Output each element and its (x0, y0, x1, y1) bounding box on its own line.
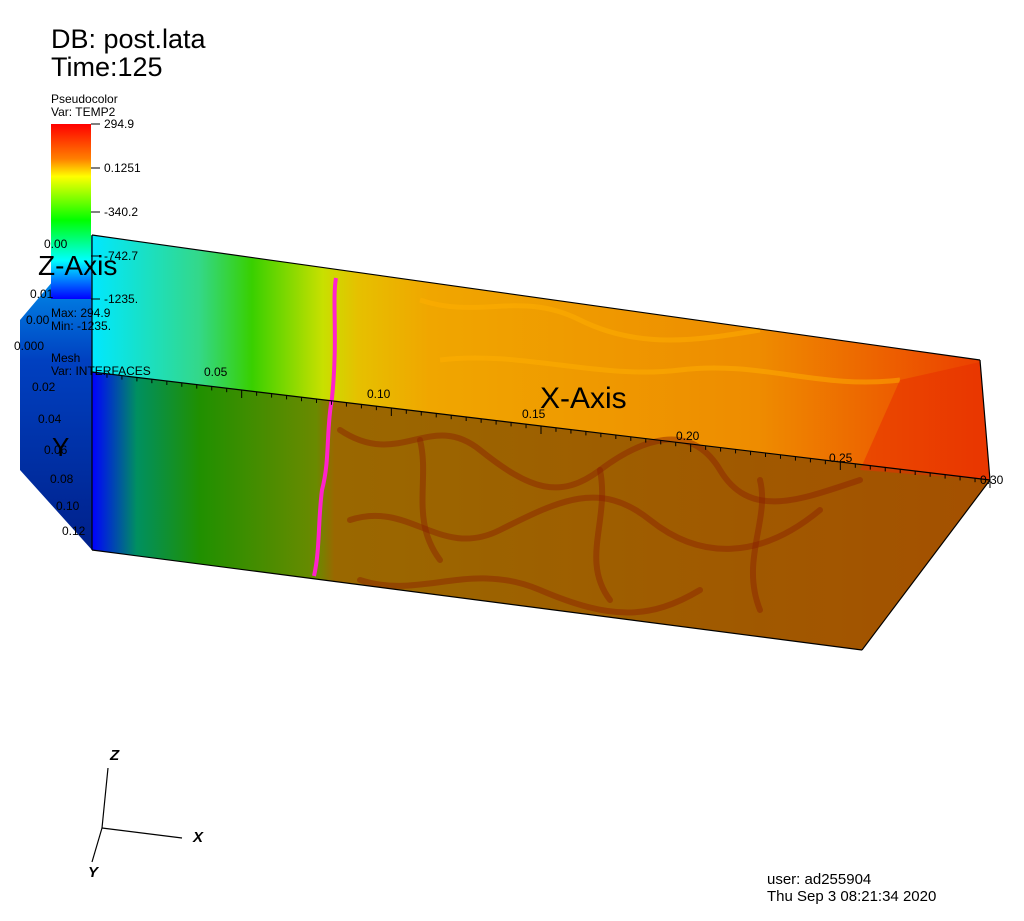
triad-y-label: Y (88, 864, 99, 881)
x-tick-label: 0.30 (980, 473, 1004, 487)
legend-tick-label: -1235. (104, 292, 139, 306)
y-tick-label: 0.02 (32, 380, 56, 394)
x-tick-label: 0.05 (204, 365, 228, 379)
x-axis-title: X-Axis (540, 382, 627, 415)
hot-region (860, 362, 990, 480)
z-tick-label: 0.00 (26, 313, 50, 327)
legend-variable: Var: TEMP2 (51, 105, 116, 119)
box-top-face (92, 235, 990, 480)
mesh-legend-var: Var: INTERFACES (51, 364, 151, 378)
top-texture (419, 297, 901, 385)
y-tick-label: 0.08 (50, 472, 74, 486)
legend-tick-label: -340.2 (104, 205, 139, 219)
date-label: Thu Sep 3 08:21:34 2020 (767, 888, 937, 905)
interface-line (312, 277, 338, 577)
y-axis-title: Y (52, 432, 70, 462)
y-tick-label: 0.12 (62, 524, 86, 538)
box-front-face (92, 372, 990, 650)
legend-max-label: Max: 294.9 (51, 306, 111, 320)
legend-ticks (91, 123, 100, 300)
box-left-face (20, 235, 92, 550)
z-axis-title: Z-Axis (38, 250, 118, 281)
y-tick-label: 0.10 (56, 499, 80, 513)
legend-tick-label: -742.7 (104, 249, 139, 263)
axis-triad (91, 767, 183, 863)
x-tick-label: 0.10 (367, 387, 391, 401)
triad-x-label: X (193, 829, 204, 846)
database-label: DB: post.lata (51, 24, 206, 54)
x-tick-label: 0.25 (829, 451, 853, 465)
time-label: Time:125 (51, 52, 163, 82)
triad-z-label: Z (110, 747, 120, 764)
temperature-texture (337, 427, 863, 616)
legend-plot-type: Pseudocolor (51, 92, 118, 106)
mesh-legend-title: Mesh (51, 351, 81, 365)
legend-colorbar (51, 124, 91, 299)
y-tick-label: 0.000 (14, 339, 45, 353)
legend-tick-label: 0.1251 (104, 161, 141, 175)
x-tick-label: 0.15 (522, 407, 546, 421)
x-tick-label: 0.20 (676, 429, 700, 443)
user-label: user: ad255904 (767, 871, 872, 888)
z-tick-label: 0.01 (30, 287, 54, 301)
y-tick-label: 0.04 (38, 412, 62, 426)
y-tick-label: 0.06 (44, 443, 68, 457)
legend-min-label: Min: -1235. (51, 319, 112, 333)
legend-tick-label: 294.9 (104, 117, 135, 131)
x-axis-ticks (91, 372, 991, 488)
z-tick-label: 0.00 (44, 237, 68, 251)
